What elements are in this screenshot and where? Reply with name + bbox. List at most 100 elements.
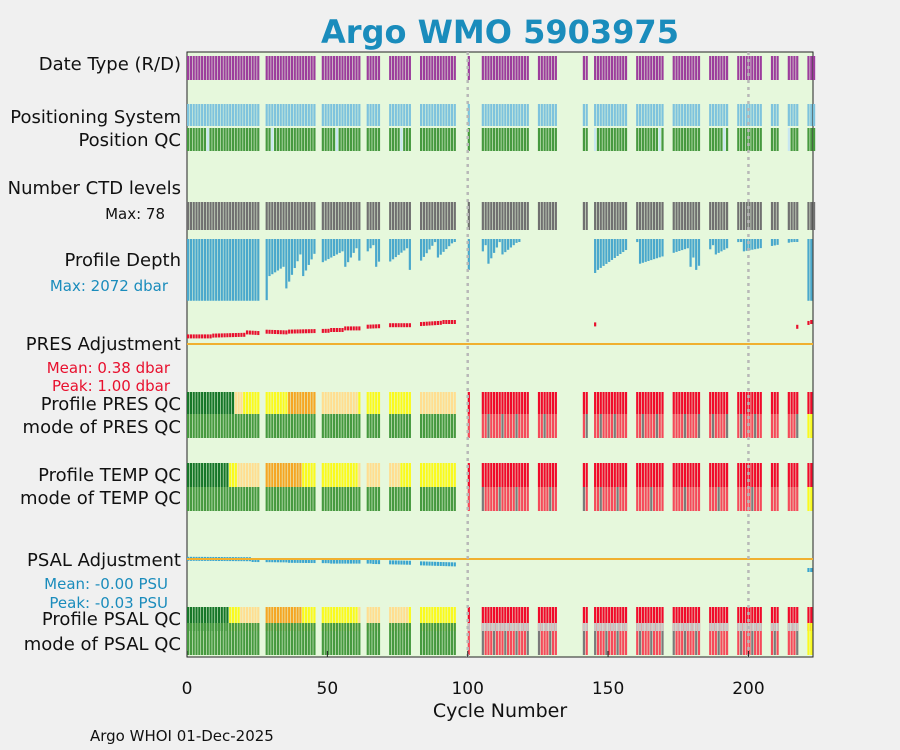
profile-temp-qc-bar xyxy=(644,463,647,487)
position-qc-bar xyxy=(723,128,726,151)
cycle-119 xyxy=(521,56,524,655)
psal-adjustment-mark xyxy=(332,559,336,564)
profile-temp-qc-bar xyxy=(740,463,743,487)
ctd-levels-bar xyxy=(672,202,675,230)
positioning-bar xyxy=(616,104,619,126)
cycle-214 xyxy=(787,56,790,655)
mode-psal-qc-bar xyxy=(245,631,249,655)
date-type-bar xyxy=(622,56,625,80)
cycle-40 xyxy=(299,56,302,655)
mode-psal-upper-bar xyxy=(226,623,229,631)
mode-psal-upper-bar xyxy=(231,623,235,631)
profile-psal-qc-bar xyxy=(644,607,647,631)
cycle-112 xyxy=(501,56,504,655)
profile-depth-bar xyxy=(279,239,282,269)
mode-pres-qc-bar xyxy=(434,414,437,438)
position-qc-bar xyxy=(254,128,257,151)
positioning-bar xyxy=(394,104,397,126)
ctd-levels-bar xyxy=(344,202,347,230)
mode-psal-qc-bar xyxy=(692,631,695,655)
profile-temp-qc-bar xyxy=(692,463,695,487)
position-qc-bar xyxy=(554,128,557,151)
date-type-bar xyxy=(709,56,712,80)
mode-pres-qc-bar xyxy=(285,414,288,438)
mode-temp-qc-bar xyxy=(358,487,361,511)
profile-depth-bar xyxy=(742,239,746,252)
mode-psal-upper-bar xyxy=(206,623,209,631)
profile-depth-bar xyxy=(481,239,484,252)
profile-temp-qc-bar xyxy=(504,463,507,487)
psal-adjustment-mark xyxy=(389,560,392,565)
pres-adjustment-mark xyxy=(453,320,456,324)
mode-pres-qc-bar xyxy=(714,414,717,438)
mode-temp-qc-bar xyxy=(220,487,223,511)
mode-pres-qc-bar xyxy=(484,414,487,438)
profile-psal-qc-bar xyxy=(243,607,246,631)
ctd-levels-bar xyxy=(243,202,246,230)
mode-psal-upper-bar xyxy=(271,623,274,631)
profile-psal-qc-bar xyxy=(195,607,198,631)
pres-adjustment-mark xyxy=(220,333,223,338)
cycle-32 xyxy=(276,56,280,655)
mode-psal-upper-bar xyxy=(372,623,375,631)
date-type-bar xyxy=(341,56,344,80)
ctd-levels-bar xyxy=(498,202,501,230)
date-type-bar xyxy=(582,56,586,80)
mode-psal-qc-bar xyxy=(711,631,715,655)
position-qc-bar xyxy=(776,128,779,151)
profile-depth-bar xyxy=(498,239,501,243)
positioning-bar xyxy=(408,104,411,126)
date-type-bar xyxy=(338,56,341,80)
mode-temp-qc-bar xyxy=(422,487,425,511)
profile-pres-qc-bar xyxy=(512,392,515,414)
psal-adjustment-mark xyxy=(431,561,434,566)
mode-psal-qc-bar xyxy=(321,631,324,655)
cycle-156 xyxy=(624,56,628,655)
positioning-bar xyxy=(652,104,656,126)
profile-depth-bar xyxy=(248,239,251,301)
cycle-49 xyxy=(324,56,327,655)
position-qc-bar xyxy=(523,128,527,151)
mode-psal-upper-bar xyxy=(509,623,513,631)
mode-temp-qc-bar xyxy=(332,487,336,511)
mode-psal-qc-bar xyxy=(681,631,684,655)
ctd-levels-bar xyxy=(290,202,294,230)
ctd-levels-bar xyxy=(776,202,779,230)
profile-depth-bar xyxy=(257,239,260,301)
mode-psal-qc-bar xyxy=(428,631,431,655)
mode-psal-upper-bar xyxy=(793,623,796,631)
date-type-bar xyxy=(445,56,448,80)
positioning-bar xyxy=(526,104,529,126)
profile-psal-qc-bar xyxy=(523,607,527,631)
mode-psal-qc-bar xyxy=(490,631,493,655)
profile-psal-qc-bar xyxy=(723,607,726,631)
mode-psal-qc-bar xyxy=(403,631,406,655)
ctd-levels-bar xyxy=(355,202,358,230)
mode-pres-qc-bar xyxy=(330,414,333,438)
positioning-bar xyxy=(492,104,496,126)
profile-temp-qc-bar xyxy=(391,463,395,487)
row-label-profile-pres-qc: Profile PRES QC xyxy=(41,394,181,415)
mode-psal-qc-bar xyxy=(481,631,484,655)
mode-pres-qc-bar xyxy=(332,414,336,438)
x-tick-label: 100 xyxy=(451,679,483,699)
profile-temp-qc-bar xyxy=(377,463,381,487)
profile-depth-bar xyxy=(245,239,249,301)
mode-temp-qc-bar xyxy=(425,487,428,511)
profile-psal-qc-bar xyxy=(428,607,431,631)
profile-pres-qc-bar xyxy=(770,392,774,414)
mode-temp-qc-bar xyxy=(515,487,518,511)
profile-depth-bar xyxy=(487,239,490,264)
mode-psal-upper-bar xyxy=(638,623,642,631)
pres-adjustment-mark xyxy=(251,330,254,335)
position-qc-bar xyxy=(526,128,529,151)
ctd-levels-bar xyxy=(641,202,644,230)
psal-adjustment-mark xyxy=(436,561,440,566)
position-qc-bar xyxy=(223,128,226,151)
ctd-levels-bar xyxy=(540,202,543,230)
positioning-bar xyxy=(737,104,740,126)
pres-adjustment-mark xyxy=(338,328,341,332)
cycle-87 xyxy=(431,56,434,655)
mode-pres-qc-bar xyxy=(397,414,400,438)
ctd-levels-bar xyxy=(268,202,271,230)
